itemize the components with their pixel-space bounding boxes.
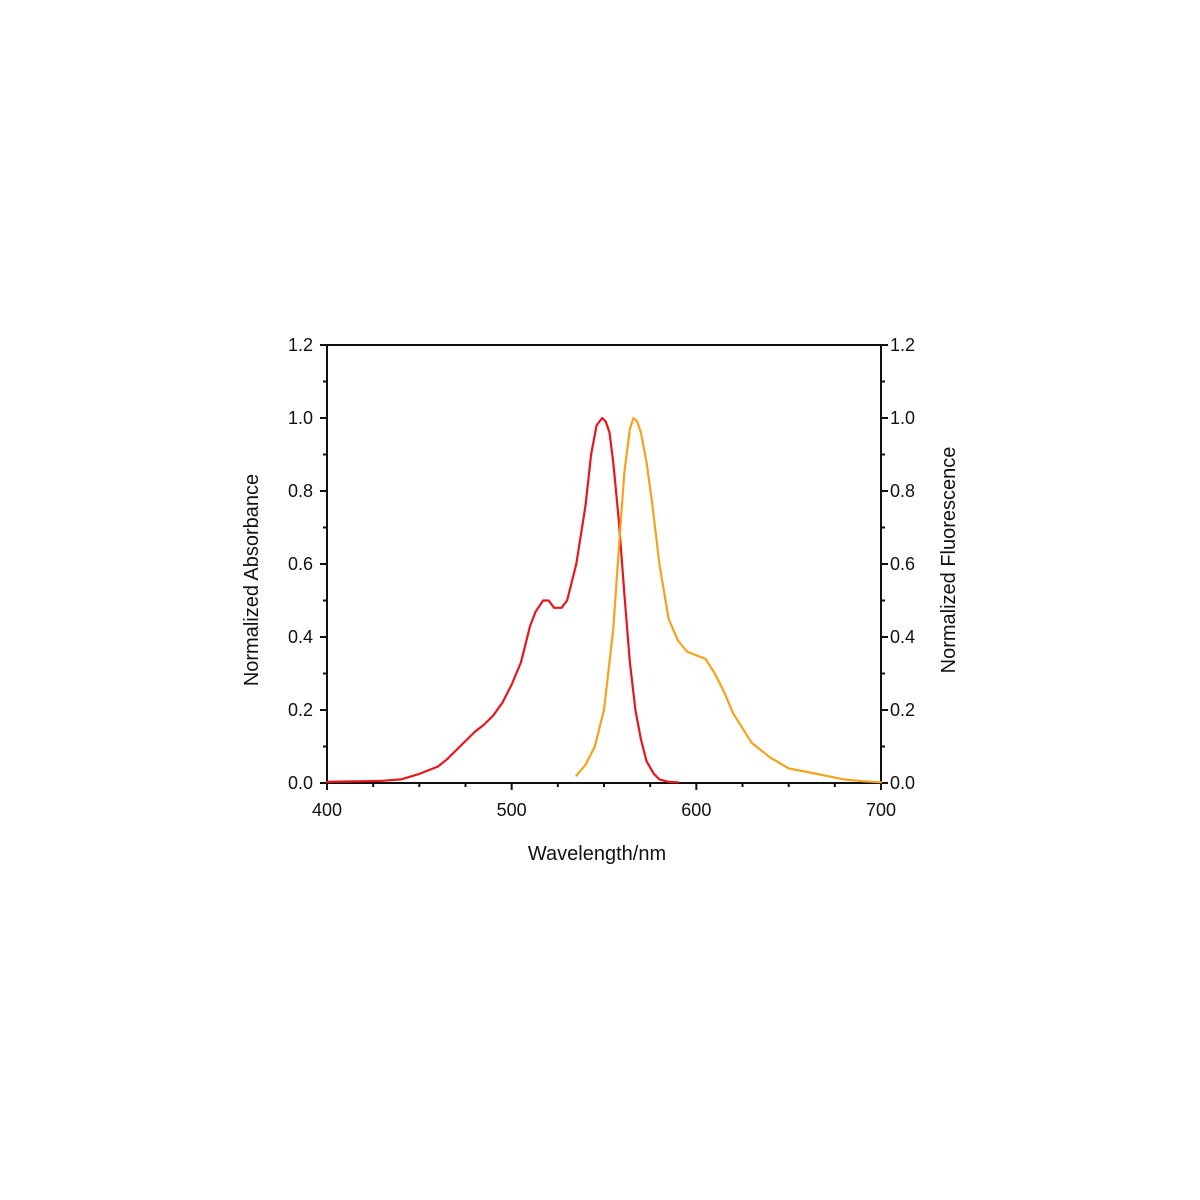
- left-tick-label: 0.6: [288, 554, 313, 574]
- x-axis-title: Wavelength/nm: [528, 843, 666, 865]
- x-tick-label: 500: [497, 800, 527, 820]
- right-tick-label: 1.2: [890, 335, 915, 355]
- right-tick-label: 0.4: [890, 627, 915, 647]
- x-axis-ticks: 400 500 600 700: [312, 783, 896, 820]
- left-tick-label: 0.2: [288, 700, 313, 720]
- right-axis-ticks: 0.0 0.2 0.4 0.6 0.8 1.0 1.2: [881, 335, 915, 793]
- right-tick-label: 0.0: [890, 773, 915, 793]
- left-tick-label: 0.0: [288, 773, 313, 793]
- x-tick-label: 600: [681, 800, 711, 820]
- right-axis-title: Normalized Fluorescence: [938, 447, 960, 674]
- x-tick-label: 700: [866, 800, 896, 820]
- left-tick-label: 0.8: [288, 481, 313, 501]
- left-tick-label: 0.4: [288, 627, 313, 647]
- left-axis-title: Normalized Absorbance: [241, 474, 263, 686]
- right-tick-label: 1.0: [890, 408, 915, 428]
- series-layer: [325, 416, 883, 784]
- left-tick-label: 1.2: [288, 335, 313, 355]
- absorbance-series-line: [325, 416, 680, 784]
- right-tick-label: 0.8: [890, 481, 915, 501]
- right-tick-label: 0.6: [890, 554, 915, 574]
- left-axis-ticks: 0.0 0.2 0.4 0.6 0.8 1.0 1.2: [288, 335, 327, 793]
- fluorescence-series-line: [575, 416, 883, 784]
- left-tick-label: 1.0: [288, 408, 313, 428]
- right-tick-label: 0.2: [890, 700, 915, 720]
- x-tick-label: 400: [312, 800, 342, 820]
- plot-frame: [326, 344, 882, 784]
